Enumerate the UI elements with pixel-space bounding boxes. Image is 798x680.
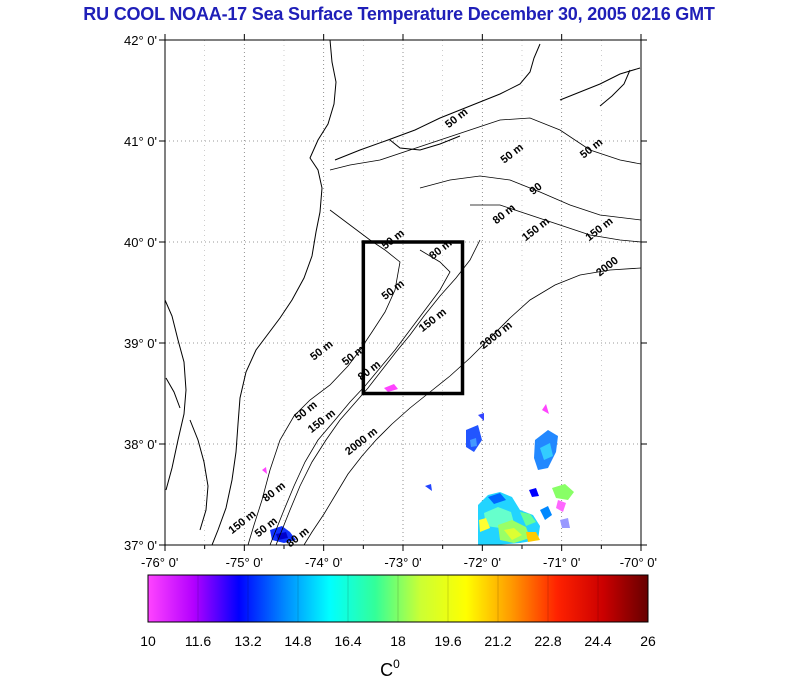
bathymetry-contours — [165, 40, 641, 545]
axis-ticks: 42° 0' 41° 0' 40° 0' 39° 0' 38° 0' 37° 0' -76°… — [124, 33, 657, 570]
lon-tick-label-0: -76° 0' — [141, 555, 178, 570]
map-title: RU COOL NOAA-17 Sea Surface Temperature … — [83, 4, 715, 24]
lat-tick-label-2: 40° 0' — [124, 235, 157, 250]
lat-tick-label-0: 42° 0' — [124, 33, 157, 48]
sst-patch-central-east — [534, 404, 558, 470]
contour-150m — [275, 204, 641, 545]
colorbar-tick-label-0: 10 — [140, 633, 156, 649]
lon-tick-label-3: -73° 0' — [384, 555, 421, 570]
colorbar-tick-label-7: 21.2 — [484, 633, 511, 649]
colorbar-tick-label-9: 24.4 — [584, 633, 611, 649]
lon-tick-label-4: -72° 0' — [464, 555, 501, 570]
lat-tick-label-4: 38° 0' — [124, 437, 157, 452]
colorbar-tick-labels: 10 11.6 13.2 14.8 16.4 18 19.6 21.2 22.8 24.4 26 — [140, 575, 656, 649]
lat-tick-label-5: 37° 0' — [124, 538, 157, 553]
colorbar-tick-label-3: 14.8 — [284, 633, 311, 649]
sst-patch-small — [262, 384, 484, 543]
contour-50m — [247, 117, 641, 545]
unit-superscript: 0 — [393, 657, 400, 671]
unit-text: C — [380, 660, 393, 680]
colorbar-tick-label-1: 11.6 — [185, 633, 211, 649]
colorbar-tick-label-8: 22.8 — [534, 633, 561, 649]
lat-tick-label-1: 41° 0' — [124, 134, 157, 149]
coastline-long-island — [334, 43, 541, 161]
lon-tick-label-1: -75° 0' — [226, 555, 263, 570]
lat-tick-label-3: 39° 0' — [124, 336, 157, 351]
coastline-chesapeake — [165, 299, 209, 531]
colorbar-tick-label-6: 19.6 — [434, 633, 461, 649]
lon-tick-label-5: -71° 0' — [543, 555, 580, 570]
sst-patch-southeast — [478, 484, 574, 545]
lon-tick-label-2: -74° 0' — [305, 555, 342, 570]
colorbar-tick-label-2: 13.2 — [234, 633, 261, 649]
colorbar — [147, 574, 649, 623]
study-area-box — [361, 240, 465, 396]
sst-data-patches — [262, 384, 574, 545]
colorbar-unit-label: C0 — [380, 657, 400, 680]
colorbar-tick-label-4: 16.4 — [334, 633, 361, 649]
colorbar-tick-label-5: 18 — [390, 633, 406, 649]
coastline-cape-cod — [559, 67, 641, 107]
colorbar-tick-label-10: 26 — [640, 633, 656, 649]
contour-label-3: 90 — [527, 181, 544, 198]
coastline — [211, 40, 337, 545]
lon-tick-label-6: -70° 0' — [620, 555, 657, 570]
